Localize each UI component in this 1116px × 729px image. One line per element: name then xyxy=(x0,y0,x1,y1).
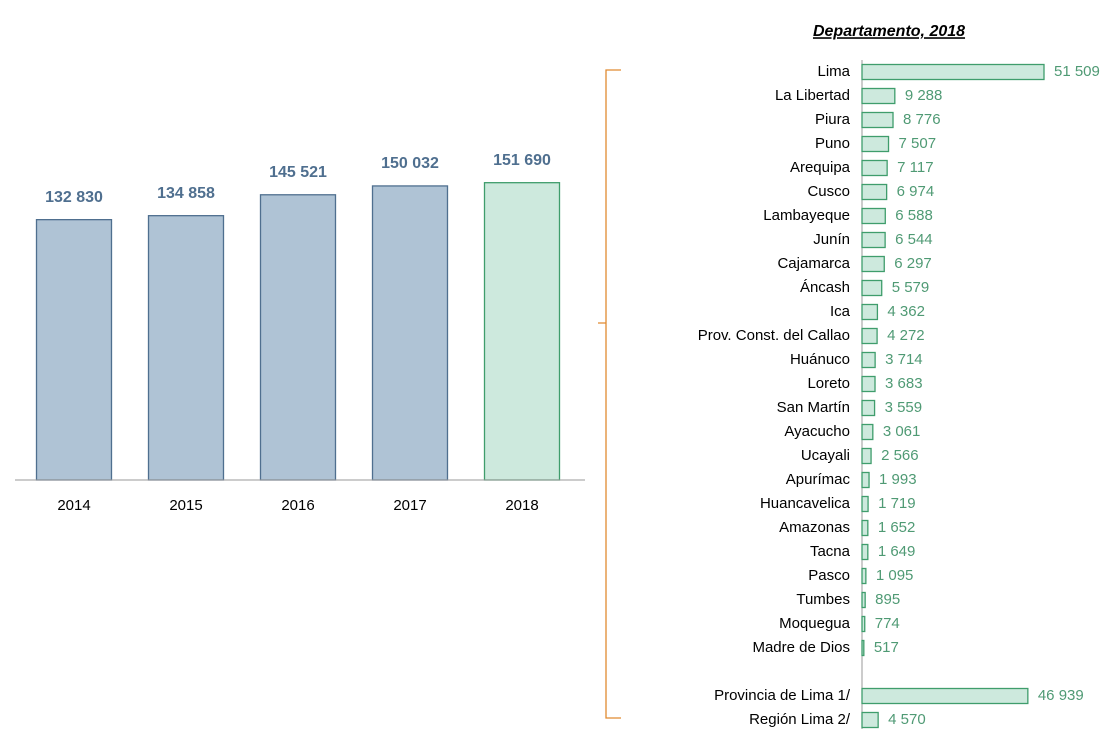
x-tick-label: 2017 xyxy=(393,497,426,514)
value-label: 3 559 xyxy=(885,399,923,416)
category-label: Ucayali xyxy=(801,447,850,464)
bar xyxy=(861,135,890,153)
bar xyxy=(861,207,886,225)
category-label: La Libertad xyxy=(775,87,850,104)
value-label: 517 xyxy=(874,639,899,656)
value-label: 4 272 xyxy=(887,327,925,344)
value-label: 46 939 xyxy=(1038,687,1084,704)
value-label: 3 061 xyxy=(883,423,921,440)
bar xyxy=(861,519,869,537)
value-label: 3 714 xyxy=(885,351,923,368)
bar xyxy=(259,194,337,481)
bar xyxy=(861,567,867,585)
category-label: Lima xyxy=(817,63,850,80)
bar xyxy=(861,351,876,369)
value-label: 134 858 xyxy=(157,185,215,202)
bar xyxy=(861,471,870,489)
category-label: Pasco xyxy=(808,567,850,584)
bar xyxy=(861,303,879,321)
category-label: Moquegua xyxy=(779,615,851,632)
bar xyxy=(861,111,894,129)
value-label: 7 507 xyxy=(899,135,937,152)
value-label: 1 652 xyxy=(878,519,916,536)
bar xyxy=(861,423,874,441)
bar xyxy=(371,185,449,481)
category-label: Región Lima 2/ xyxy=(749,711,851,728)
value-label: 1 719 xyxy=(878,495,916,512)
bar xyxy=(861,639,865,657)
category-label: Tumbes xyxy=(796,591,850,608)
value-label: 5 579 xyxy=(892,279,930,296)
value-label: 1 993 xyxy=(879,471,917,488)
bar xyxy=(861,279,883,297)
bar xyxy=(861,687,1029,705)
category-label: Piura xyxy=(815,111,851,128)
value-label: 1 095 xyxy=(876,567,914,584)
category-label: Junín xyxy=(813,231,850,248)
value-label: 774 xyxy=(875,615,900,632)
bar xyxy=(35,219,113,481)
value-label: 6 974 xyxy=(897,183,935,200)
bracket xyxy=(598,69,621,719)
value-label: 7 117 xyxy=(897,159,933,176)
category-label: Ica xyxy=(830,303,851,320)
bar xyxy=(861,87,896,105)
bar xyxy=(861,183,888,201)
bar xyxy=(861,159,888,177)
chart-title: Departamento, 2018 xyxy=(813,23,965,40)
category-label: Arequipa xyxy=(790,159,851,176)
bar xyxy=(861,63,1045,81)
bar xyxy=(861,327,878,345)
value-label: 8 776 xyxy=(903,111,941,128)
category-label: Amazonas xyxy=(779,519,850,536)
category-label: Áncash xyxy=(800,279,850,296)
category-label: Loreto xyxy=(807,375,850,392)
category-label: Lambayeque xyxy=(763,207,850,224)
bar xyxy=(861,543,869,561)
bar xyxy=(861,375,876,393)
value-label: 151 690 xyxy=(493,152,551,169)
value-label: 2 566 xyxy=(881,447,919,464)
category-label: San Martín xyxy=(777,399,850,416)
value-label: 150 032 xyxy=(381,155,439,172)
bar xyxy=(861,447,872,465)
category-label: Cusco xyxy=(807,183,850,200)
value-label: 132 830 xyxy=(45,189,103,206)
x-tick-label: 2018 xyxy=(505,497,538,514)
x-tick-label: 2016 xyxy=(281,497,314,514)
category-label: Huancavelica xyxy=(760,495,851,512)
bar xyxy=(861,255,885,273)
category-label: Madre de Dios xyxy=(752,639,850,656)
category-label: Huánuco xyxy=(790,351,850,368)
x-tick-label: 2014 xyxy=(57,497,90,514)
value-label: 51 509 xyxy=(1054,63,1100,80)
value-label: 145 521 xyxy=(269,164,327,181)
bar xyxy=(861,711,879,729)
bar xyxy=(861,495,869,513)
bar xyxy=(483,182,561,481)
x-tick-label: 2015 xyxy=(169,497,202,514)
value-label: 3 683 xyxy=(885,375,923,392)
value-label: 895 xyxy=(875,591,900,608)
value-label: 6 297 xyxy=(894,255,932,272)
category-label: Provincia de Lima 1/ xyxy=(714,687,851,704)
category-label: Ayacucho xyxy=(784,423,850,440)
bar xyxy=(861,615,866,633)
bar xyxy=(147,215,225,481)
value-label: 6 588 xyxy=(895,207,933,224)
value-label: 4 570 xyxy=(888,711,926,728)
value-label: 4 362 xyxy=(887,303,925,320)
category-label: Apurímac xyxy=(786,471,851,488)
value-label: 9 288 xyxy=(905,87,943,104)
bar xyxy=(861,231,886,249)
category-label: Prov. Const. del Callao xyxy=(698,327,850,344)
category-label: Tacna xyxy=(810,543,851,560)
category-label: Puno xyxy=(815,135,850,152)
bar xyxy=(861,399,876,417)
value-label: 6 544 xyxy=(895,231,933,248)
value-label: 1 649 xyxy=(878,543,916,560)
bar xyxy=(861,591,866,609)
category-label: Cajamarca xyxy=(777,255,850,272)
